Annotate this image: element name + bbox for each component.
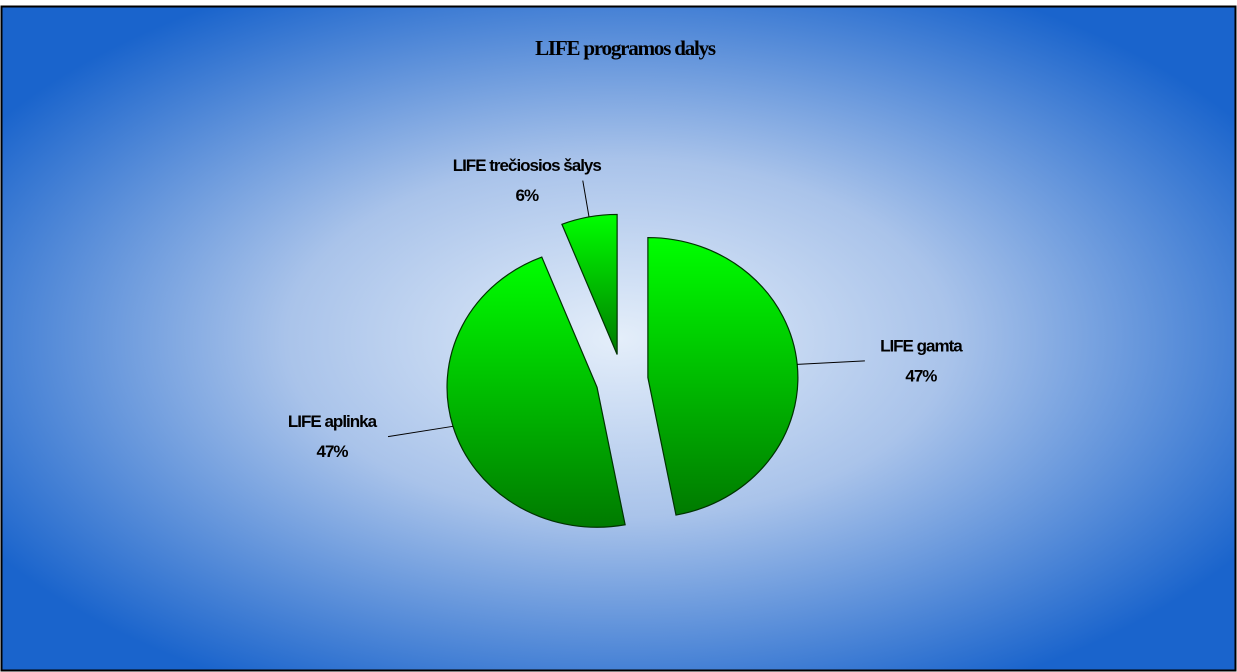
leader-line (797, 360, 865, 365)
slice-label: LIFE trečiosios šalys (453, 156, 602, 175)
slice-value-label: 47% (905, 366, 937, 385)
slice-value-label: 6% (515, 186, 538, 205)
slice-label: LIFE aplinka (288, 412, 378, 431)
chart-area (0, 5, 1237, 672)
leader-line (387, 425, 454, 438)
pie-slice (561, 213, 618, 355)
slice-value-label: 47% (316, 442, 348, 461)
chart-title: LIFE programos dalys (535, 36, 716, 60)
slice-label: LIFE gamta (880, 336, 963, 355)
pie-slice (647, 236, 799, 516)
leader-line (582, 180, 590, 218)
